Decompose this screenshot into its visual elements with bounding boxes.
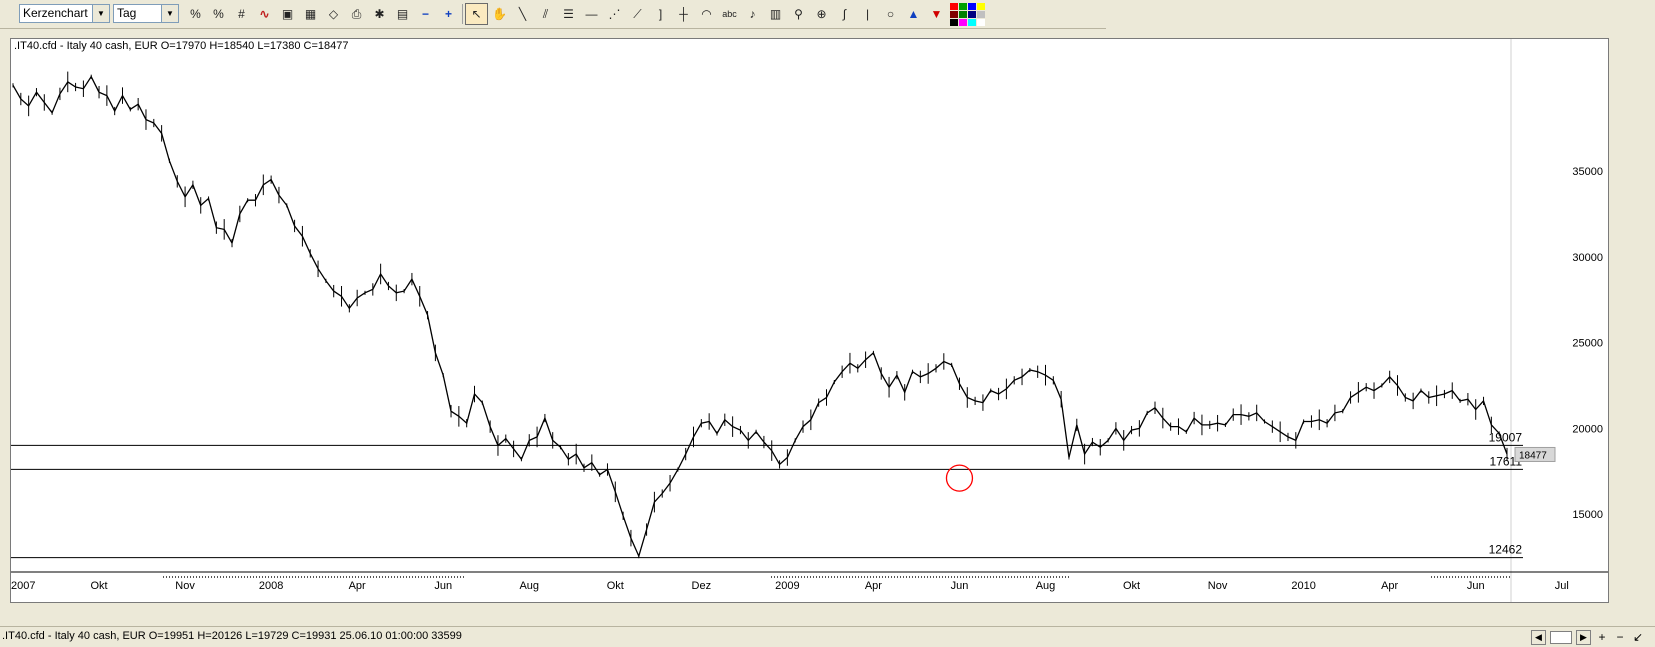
color-swatch[interactable] <box>950 2 958 10</box>
x-tick-label: Apr <box>1381 580 1398 592</box>
x-tick-label: Nov <box>175 580 195 592</box>
chart-type-select[interactable]: Kerzenchart ▼ <box>19 4 110 23</box>
x-tick-label: 2008 <box>259 580 283 592</box>
chevron-down-icon[interactable]: ▼ <box>161 5 178 22</box>
color-swatch[interactable] <box>977 2 985 10</box>
text-icon[interactable]: abc <box>718 3 741 25</box>
y-tick-label: 15000 <box>1572 509 1603 521</box>
color-swatch[interactable] <box>968 10 976 18</box>
circle-icon[interactable]: ○ <box>886 7 895 21</box>
y-tick-label: 20000 <box>1572 423 1603 435</box>
x-tick-label: Apr <box>349 580 366 592</box>
image-icon[interactable]: ▦ <box>304 7 317 21</box>
color-swatch[interactable] <box>950 18 958 26</box>
zoom-out-icon[interactable]: − <box>1616 630 1624 644</box>
scroll-left-button[interactable]: ◀ <box>1531 630 1546 645</box>
text-tool-label: abc <box>722 9 737 19</box>
calculator-icon[interactable]: ▥ <box>769 7 782 21</box>
properties-icon[interactable]: ▤ <box>396 7 409 21</box>
y-tick-label: 25000 <box>1572 338 1603 350</box>
last-price-label: 18477 <box>1519 450 1547 461</box>
sell-arrow-icon[interactable]: ▼ <box>930 7 943 21</box>
toolbar: Kerzenchart ▼ Tag ▼ %% # ∿ ▣ ▦ ◇ ⎙ ✱ ▤ − + ↖ ✋ ╲ ⫽ ☰ — ⋰ ⟋… <box>0 0 1106 29</box>
hand-icon[interactable]: ✋ <box>492 7 507 21</box>
search-icon[interactable]: ⚲ <box>794 7 803 21</box>
status-bar: .IT40.cfd - Italy 40 cash, EUR O=19951 H… <box>0 626 1655 646</box>
y-tick-label: 35000 <box>1572 166 1603 178</box>
chart-header: .IT40.cfd - Italy 40 cash, EUR O=17970 H… <box>14 40 349 52</box>
x-tick-label: Okt <box>607 580 624 592</box>
arc-icon[interactable]: ◠ <box>701 7 712 21</box>
print-icon[interactable]: ⎙ <box>351 6 362 21</box>
chevron-down-icon[interactable]: ▼ <box>92 5 109 22</box>
x-tick-label: Jun <box>1467 580 1485 592</box>
zoom-icon[interactable]: ⊕ <box>816 7 827 21</box>
vertical-line-icon[interactable]: | <box>865 7 870 21</box>
percent-icon[interactable]: % <box>190 7 201 21</box>
percent-adjust-icon[interactable]: % <box>213 7 224 21</box>
price-chart[interactable]: 35000 30000 25000 20000 15000 19007 17611 12462… <box>11 39 1655 602</box>
period-select[interactable]: Tag ▼ <box>113 4 179 23</box>
price-line <box>12 75 1508 558</box>
parallel-lines-icon[interactable]: ⫽ <box>542 6 549 21</box>
x-tick-label: Jun <box>434 580 452 592</box>
line-icon[interactable]: ╲ <box>518 7 527 21</box>
grid-icon[interactable]: # <box>238 7 245 21</box>
support-line-label: 19007 <box>1489 430 1523 444</box>
status-text: .IT40.cfd - Italy 40 cash, EUR O=19951 H… <box>2 630 462 642</box>
last-price-box <box>1514 446 1556 462</box>
chart-type-value: Kerzenchart <box>23 6 88 20</box>
alarm-icon[interactable]: ♪ <box>749 7 756 21</box>
fan-icon[interactable]: ⋰ <box>608 7 621 21</box>
toolbar-icons: %% # ∿ ▣ ▦ ◇ ⎙ ✱ ▤ − + ↖ ✋ ╲ ⫽ ☰ — ⋰ ⟋] ┼ ◠ abc ♪ ▥ ⚲ ⊕ ∫ | ○ ▲ ▼ <box>184 2 985 26</box>
wave-icon[interactable]: ∫ <box>842 7 847 21</box>
scroll-thumb[interactable] <box>1550 631 1572 644</box>
color-icon[interactable]: ✱ <box>374 7 385 21</box>
x-tick-label: Aug <box>1036 580 1056 592</box>
fibonacci-icon[interactable]: ☰ <box>563 7 574 21</box>
pointer-icon[interactable]: ↖ <box>465 3 488 25</box>
toolbar-separator <box>462 4 463 24</box>
x-tick-label: Okt <box>90 580 107 592</box>
annotation-circle <box>945 464 974 492</box>
x-tick-label: Nov <box>1208 580 1228 592</box>
color-swatch[interactable] <box>977 10 985 18</box>
color-swatch[interactable] <box>968 2 976 10</box>
x-tick-label: Apr <box>865 580 882 592</box>
restore-icon[interactable]: ↙ <box>1632 630 1644 644</box>
color-swatch[interactable] <box>977 18 985 26</box>
x-tick-label: Jul <box>1555 580 1569 592</box>
x-tick-label: 2009 <box>775 580 799 592</box>
zoom-out-icon[interactable]: − <box>421 7 429 21</box>
color-swatch[interactable] <box>950 10 958 18</box>
horizontal-line-icon[interactable]: — <box>585 7 598 21</box>
x-tick-label: Aug <box>519 580 539 592</box>
support-line-label: 17611 <box>1490 454 1523 468</box>
chart-panel[interactable]: .IT40.cfd - Italy 40 cash, EUR O=17970 H… <box>10 38 1655 603</box>
color-swatch[interactable] <box>959 2 967 10</box>
trendchannel-icon[interactable]: ⟋ <box>633 6 642 21</box>
support-line-label: 12462 <box>1489 543 1523 557</box>
color-swatch[interactable] <box>959 18 967 26</box>
save-icon[interactable]: ▣ <box>281 7 294 21</box>
x-tick-label: 2007 <box>11 580 35 592</box>
color-palette[interactable] <box>950 2 985 26</box>
x-tick-label: Jun <box>951 580 969 592</box>
buy-arrow-icon[interactable]: ▲ <box>907 7 920 21</box>
color-swatch[interactable] <box>959 10 967 18</box>
zoom-in-icon[interactable]: + <box>444 7 452 21</box>
x-tick-label: 2010 <box>1291 580 1315 592</box>
crosshair-icon[interactable]: ┼ <box>679 7 688 21</box>
navigation-controls: ◀ ▶ + − ↙ <box>1531 628 1645 647</box>
bracket-icon[interactable]: ] <box>658 7 663 21</box>
y-tick-label: 30000 <box>1572 252 1603 264</box>
scroll-right-button[interactable]: ▶ <box>1576 630 1591 645</box>
zoom-in-icon[interactable]: + <box>1598 630 1606 644</box>
period-value: Tag <box>117 6 137 20</box>
indicator-icon[interactable]: ∿ <box>259 7 270 21</box>
x-tick-label: Okt <box>1123 580 1140 592</box>
color-swatch[interactable] <box>968 18 976 26</box>
eraser-icon[interactable]: ◇ <box>328 7 339 21</box>
x-tick-label: Dez <box>692 580 712 592</box>
